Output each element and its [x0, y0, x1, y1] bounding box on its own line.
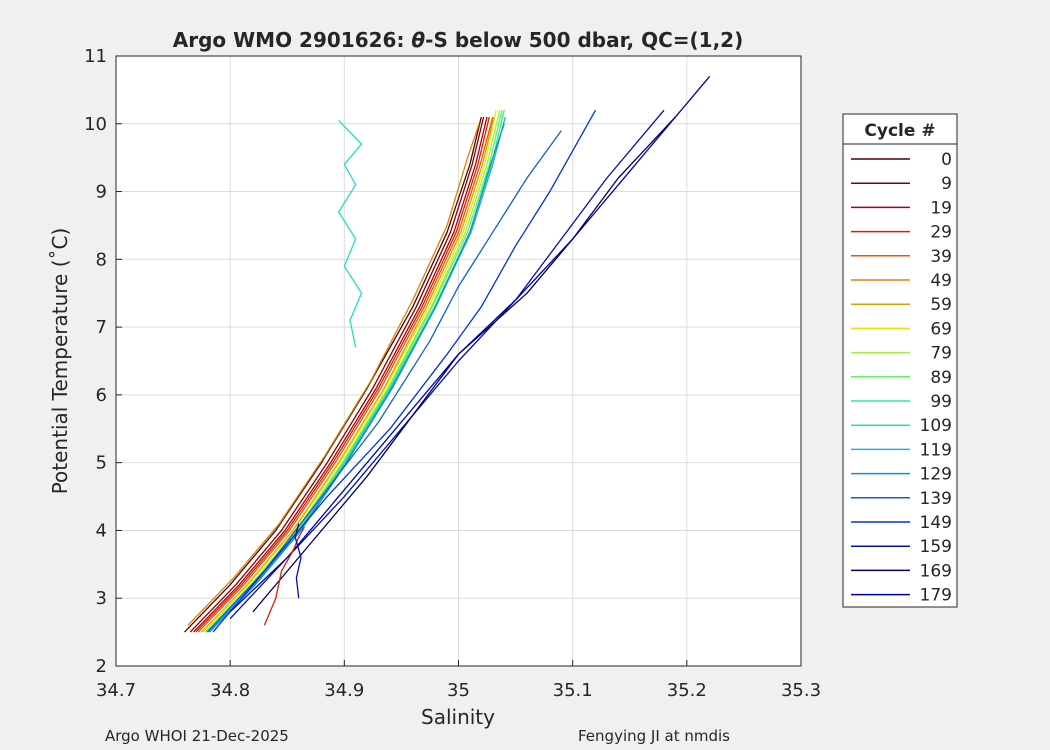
x-tick-label: 35.3	[781, 680, 821, 701]
legend-entry: 59	[930, 295, 952, 315]
y-tick-label: 8	[96, 249, 107, 270]
legend-title: Cycle #	[864, 121, 935, 141]
legend-entry: 0	[941, 150, 952, 170]
legend-entry: 119	[920, 440, 952, 460]
series-line-cycle-149	[212, 109, 597, 633]
legend: Cycle # 0 9 19 29 39 49 59 69 79 89 99 109 119 129 139…	[842, 113, 958, 608]
series-line-cycle-39	[197, 116, 494, 633]
series-line-cycle-159	[294, 523, 302, 599]
footer-left: Argo WHOI 21-Dec-2025	[105, 727, 289, 745]
y-axis-ticks: 2 3 4 5 6 7 8 9 10 11	[84, 46, 122, 677]
series-line-cycle-129	[209, 123, 505, 633]
y-tick-label: 9	[96, 182, 107, 203]
series-line-cycle-19	[193, 116, 488, 633]
x-tick-label: 35	[447, 680, 470, 701]
x-tick-label: 34.8	[210, 680, 250, 701]
series-line-cycle-139	[206, 130, 562, 633]
legend-entry: 49	[930, 271, 952, 291]
series-line-cycle-29	[263, 526, 305, 626]
series-line-cycle-179	[229, 75, 711, 613]
legend-entry: 109	[920, 416, 952, 436]
legend-entry: 129	[920, 465, 952, 485]
x-tick-label: 35.1	[553, 680, 593, 701]
y-tick-label: 7	[96, 317, 107, 338]
series-line-cycle-69	[202, 110, 497, 633]
chart-title-prefix: Argo WMO 2901626:	[173, 28, 412, 52]
y-tick-label: 6	[96, 385, 107, 406]
legend-entry: 79	[930, 344, 952, 364]
x-tick-label: 34.9	[324, 680, 364, 701]
y-axis-label: Potential Temperature (˚C)	[48, 228, 72, 495]
legend-entry: 139	[920, 489, 952, 509]
legend-entry: 179	[920, 586, 952, 606]
series-line-cycle-49	[187, 123, 480, 626]
legend-entry: 159	[920, 537, 952, 557]
chart-title-suffix: -S below 500 dbar, QC=(1,2)	[425, 28, 743, 52]
y-tick-label: 10	[84, 114, 107, 135]
series-line-cycle-29	[195, 116, 490, 633]
legend-items: 0 9 19 29 39 49 59 69 79 89 99 109 119 129 139 149 159 16…	[851, 150, 952, 606]
y-tick-label: 4	[96, 520, 107, 541]
y-tick-label: 3	[96, 588, 107, 609]
x-tick-label: 35.2	[667, 680, 707, 701]
chart-title: Argo WMO 2901626: θ-S below 500 dbar, QC…	[173, 28, 743, 52]
series-line-cycle-9	[189, 116, 485, 633]
x-axis-ticks: 34.7 34.8 34.9 35 35.1 35.2 35.3	[96, 660, 821, 701]
series-line-cycle-59	[201, 116, 495, 633]
legend-entry: 19	[930, 198, 952, 218]
series-line-cycle-0	[184, 116, 482, 633]
series-line-cycle-79	[204, 110, 501, 633]
series-layer	[184, 75, 711, 633]
x-tick-label: 34.7	[96, 680, 136, 701]
legend-entry: 99	[930, 392, 952, 412]
chart-title-symbol: θ	[411, 28, 425, 52]
y-tick-label: 5	[96, 453, 107, 474]
legend-box	[842, 113, 958, 608]
x-axis-label: Salinity	[421, 705, 495, 729]
legend-entry: 29	[930, 223, 952, 243]
legend-entry: 69	[930, 319, 952, 339]
series-line-cycle-159	[229, 109, 665, 620]
legend-entry: 9	[941, 174, 952, 194]
legend-entry: 169	[920, 561, 952, 581]
series-line-cycle-109	[337, 119, 363, 348]
footer-right: Fengying JI at nmdis	[578, 727, 730, 745]
y-tick-label: 11	[84, 46, 107, 67]
legend-entry: 39	[930, 247, 952, 267]
series-line-cycle-119	[208, 116, 506, 633]
legend-entry: 89	[930, 368, 952, 388]
legend-entry: 149	[920, 513, 952, 533]
y-tick-label: 2	[96, 656, 107, 677]
